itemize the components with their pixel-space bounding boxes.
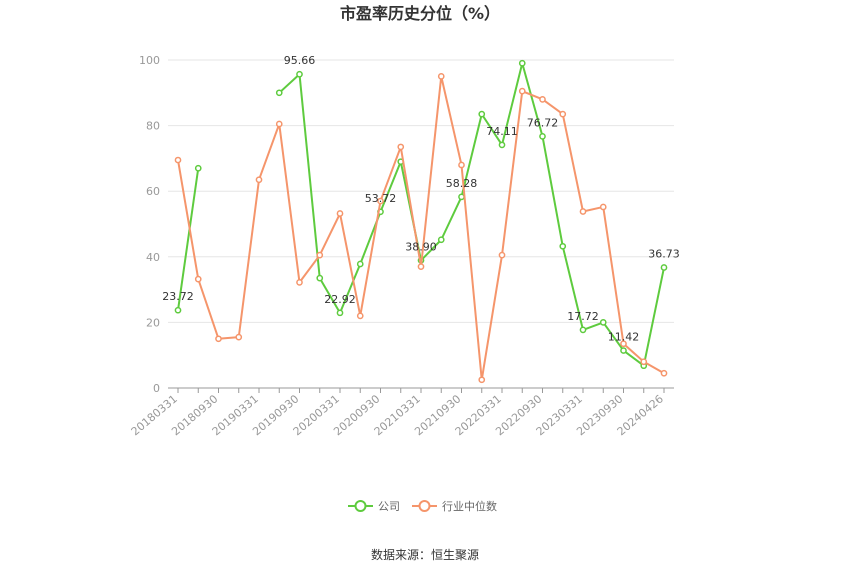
data-label-company: 23.72 bbox=[162, 290, 194, 303]
data-point-industry-median[interactable] bbox=[458, 161, 465, 169]
legend[interactable]: 公司 行业中位数 bbox=[348, 499, 497, 513]
y-tick-label: 0 bbox=[153, 382, 160, 395]
legend-company-label: 公司 bbox=[378, 500, 400, 513]
data-label-company: 53.72 bbox=[365, 192, 397, 205]
y-tick-label: 100 bbox=[139, 54, 160, 67]
data-point-company[interactable] bbox=[174, 306, 182, 314]
data-point-company[interactable] bbox=[356, 260, 364, 268]
data-point-company[interactable] bbox=[437, 236, 445, 244]
data-label-company: 76.72 bbox=[527, 116, 559, 129]
chart-title: 市盈率历史分位（%） bbox=[340, 4, 500, 23]
data-point-industry-median[interactable] bbox=[518, 87, 526, 95]
data-point-industry-median[interactable] bbox=[336, 210, 344, 217]
data-label-company: 11.42 bbox=[608, 331, 640, 344]
data-label-company: 38.90 bbox=[405, 240, 437, 253]
data-label-company: 22.92 bbox=[324, 293, 356, 306]
data-label-company: 36.73 bbox=[648, 248, 680, 261]
y-tick-label: 80 bbox=[146, 120, 160, 133]
data-point-company[interactable] bbox=[316, 274, 324, 282]
data-label-company: 58.28 bbox=[446, 177, 478, 190]
data-point-industry-median[interactable] bbox=[579, 208, 587, 215]
data-point-industry-median[interactable] bbox=[316, 251, 324, 259]
data-point-company[interactable] bbox=[518, 59, 526, 67]
data-point-industry-median[interactable] bbox=[498, 251, 506, 259]
data-point-company[interactable] bbox=[579, 326, 587, 334]
data-point-industry-median[interactable] bbox=[397, 143, 405, 151]
y-tick-label: 20 bbox=[146, 316, 160, 329]
series-line-industry-median bbox=[177, 75, 665, 381]
series-line-company bbox=[177, 168, 200, 311]
data-labels: 23.72 95.66 22.92 53.72 38.90 58.28 74.11 76.72… bbox=[162, 54, 680, 343]
series-line-company bbox=[278, 62, 665, 367]
data-point-company[interactable] bbox=[559, 242, 567, 250]
source-note: 数据来源：恒生聚源 bbox=[371, 547, 479, 562]
legend-company-marker bbox=[354, 500, 367, 512]
data-point-industry-median[interactable] bbox=[417, 263, 425, 270]
grid bbox=[168, 59, 674, 323]
data-point-industry-median[interactable] bbox=[194, 275, 202, 283]
data-point-industry-median[interactable] bbox=[255, 176, 263, 184]
data-point-industry-median[interactable] bbox=[539, 96, 546, 103]
data-point-industry-median[interactable] bbox=[559, 110, 567, 118]
data-point-industry-median[interactable] bbox=[377, 197, 384, 205]
data-label-company: 74.11 bbox=[486, 125, 518, 138]
legend-industry-label: 行业中位数 bbox=[442, 499, 497, 513]
data-point-industry-median[interactable] bbox=[174, 156, 182, 164]
y-tick-label: 60 bbox=[146, 185, 160, 198]
data-point-industry-median[interactable] bbox=[356, 312, 364, 320]
data-point-industry-median[interactable] bbox=[660, 369, 668, 377]
data-point-industry-median[interactable] bbox=[215, 335, 222, 343]
data-point-company[interactable] bbox=[620, 347, 627, 354]
data-point-company[interactable] bbox=[194, 164, 202, 172]
data-point-industry-median[interactable] bbox=[275, 120, 283, 128]
data-point-industry-median[interactable] bbox=[640, 358, 648, 366]
data-point-industry-median[interactable] bbox=[437, 73, 445, 80]
data-point-company[interactable] bbox=[498, 141, 506, 149]
data-point-company[interactable] bbox=[478, 110, 486, 118]
y-tick-label: 40 bbox=[146, 251, 160, 264]
data-label-company: 17.72 bbox=[567, 310, 599, 323]
data-point-industry-median[interactable] bbox=[620, 340, 627, 348]
data-point-company[interactable] bbox=[599, 319, 607, 326]
legend-industry-marker bbox=[418, 500, 431, 512]
legend-item-industry-median[interactable]: 行业中位数 bbox=[412, 499, 497, 513]
data-point-company[interactable] bbox=[539, 133, 546, 140]
legend-item-company[interactable]: 公司 bbox=[348, 500, 400, 513]
data-point-industry-median[interactable] bbox=[235, 333, 243, 341]
plot-area bbox=[174, 59, 668, 384]
data-point-industry-median[interactable] bbox=[478, 376, 486, 384]
data-point-industry-median[interactable] bbox=[296, 279, 303, 286]
data-point-industry-median[interactable] bbox=[599, 203, 607, 211]
data-point-company[interactable] bbox=[336, 309, 344, 317]
data-label-company: 95.66 bbox=[284, 54, 316, 67]
data-point-company[interactable] bbox=[296, 70, 303, 78]
axes: 0204060801002018033120180930201903312019… bbox=[129, 54, 674, 438]
data-point-company[interactable] bbox=[458, 193, 465, 201]
data-point-company[interactable] bbox=[275, 89, 283, 97]
data-point-company[interactable] bbox=[660, 264, 668, 271]
